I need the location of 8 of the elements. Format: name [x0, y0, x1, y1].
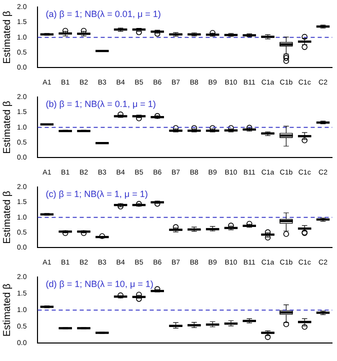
chart-title: (c) β = 1; NB(λ = 1, μ = 1): [46, 189, 148, 200]
y-axis-title: Estimated β: [2, 283, 13, 337]
chart-title: (d) β = 1; NB(λ = 10, μ = 1): [46, 279, 154, 290]
y-axis-title: Estimated β: [2, 100, 13, 154]
y-axis-title: Estimated β: [2, 190, 13, 244]
y-axis-title: Estimated β: [2, 10, 13, 64]
chart-title: (b) β = 1; NB(λ = 0.1, μ = 1): [46, 99, 156, 110]
chart-title: (a) β = 1; NB(λ = 0.01, μ = 1): [46, 9, 161, 20]
